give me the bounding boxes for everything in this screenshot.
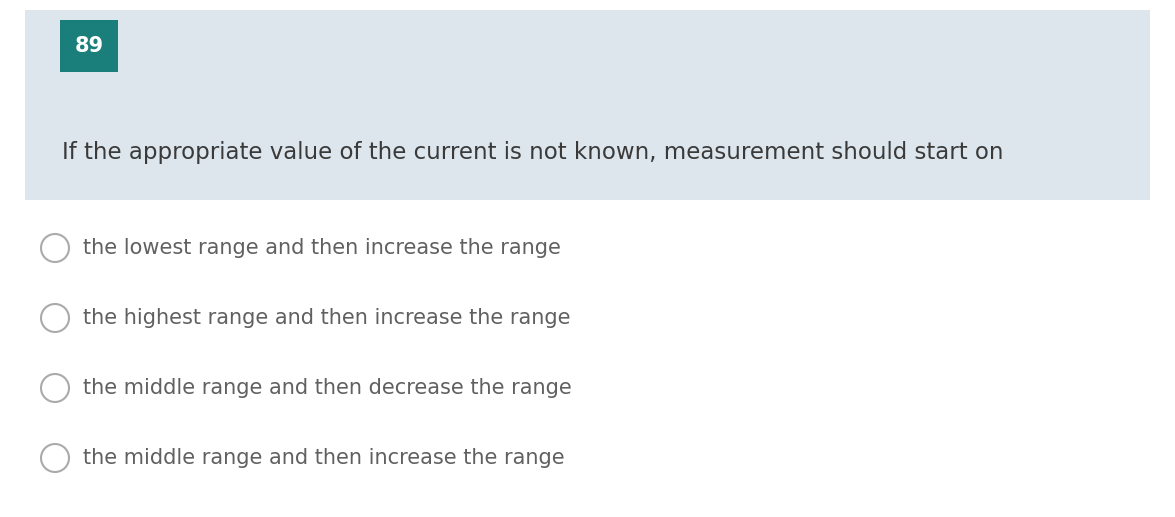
Text: the highest range and then increase the range: the highest range and then increase the … (83, 308, 571, 328)
Text: 89: 89 (74, 36, 103, 56)
Text: If the appropriate value of the current is not known, measurement should start o: If the appropriate value of the current … (62, 141, 1003, 163)
FancyBboxPatch shape (60, 20, 118, 72)
Text: the lowest range and then increase the range: the lowest range and then increase the r… (83, 238, 560, 258)
Text: the middle range and then decrease the range: the middle range and then decrease the r… (83, 378, 572, 398)
FancyBboxPatch shape (25, 10, 1150, 200)
Text: the middle range and then increase the range: the middle range and then increase the r… (83, 448, 565, 468)
